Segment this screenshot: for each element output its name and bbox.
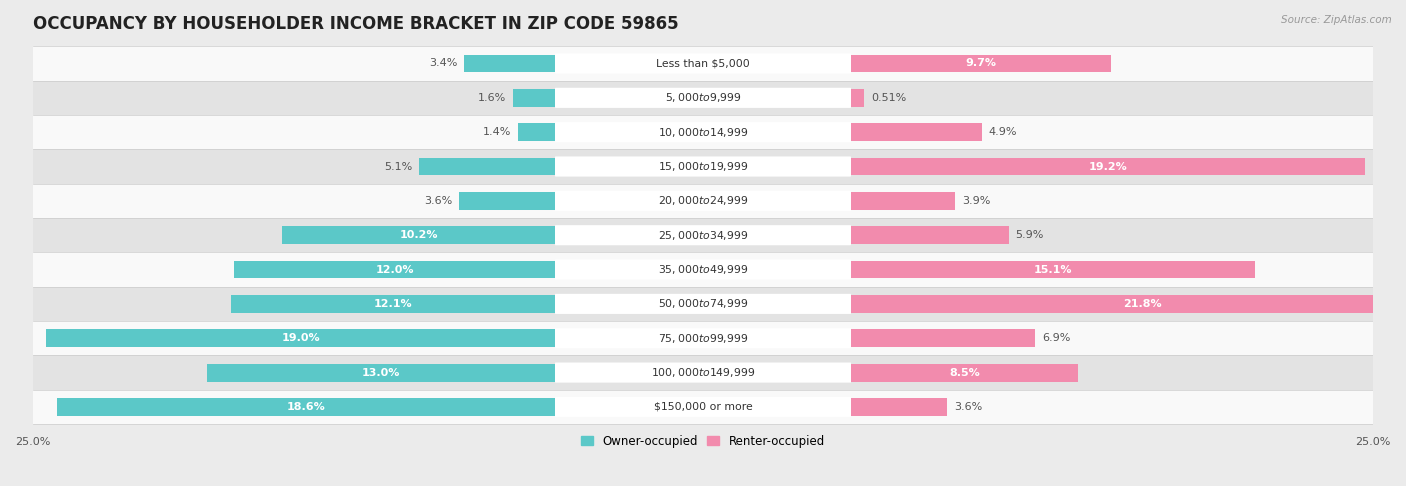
FancyBboxPatch shape xyxy=(555,88,851,108)
Bar xyxy=(851,330,1035,347)
Text: $15,000 to $19,999: $15,000 to $19,999 xyxy=(658,160,748,173)
Text: $50,000 to $74,999: $50,000 to $74,999 xyxy=(658,297,748,311)
Text: $35,000 to $49,999: $35,000 to $49,999 xyxy=(658,263,748,276)
Bar xyxy=(32,321,1374,355)
Bar xyxy=(207,364,555,382)
Bar xyxy=(32,46,1374,81)
Text: $100,000 to $149,999: $100,000 to $149,999 xyxy=(651,366,755,379)
Text: 3.4%: 3.4% xyxy=(429,58,458,69)
Bar xyxy=(32,287,1374,321)
Bar xyxy=(851,157,1365,175)
Text: $5,000 to $9,999: $5,000 to $9,999 xyxy=(665,91,741,104)
Bar xyxy=(851,398,948,416)
Text: 9.7%: 9.7% xyxy=(965,58,995,69)
Legend: Owner-occupied, Renter-occupied: Owner-occupied, Renter-occupied xyxy=(576,430,830,452)
Text: $150,000 or more: $150,000 or more xyxy=(654,402,752,412)
Text: $75,000 to $99,999: $75,000 to $99,999 xyxy=(658,332,748,345)
FancyBboxPatch shape xyxy=(555,363,851,382)
Text: $20,000 to $24,999: $20,000 to $24,999 xyxy=(658,194,748,208)
Text: 19.0%: 19.0% xyxy=(281,333,321,343)
Bar xyxy=(32,81,1374,115)
FancyBboxPatch shape xyxy=(555,191,851,211)
FancyBboxPatch shape xyxy=(555,260,851,279)
Text: 1.4%: 1.4% xyxy=(482,127,512,137)
Bar xyxy=(32,252,1374,287)
Bar xyxy=(851,89,865,107)
Text: 3.6%: 3.6% xyxy=(953,402,981,412)
Text: 12.1%: 12.1% xyxy=(374,299,412,309)
Text: Source: ZipAtlas.com: Source: ZipAtlas.com xyxy=(1281,15,1392,25)
Bar xyxy=(851,295,1406,313)
Text: $25,000 to $34,999: $25,000 to $34,999 xyxy=(658,229,748,242)
Text: 15.1%: 15.1% xyxy=(1033,264,1073,275)
Bar xyxy=(231,295,555,313)
Text: 10.2%: 10.2% xyxy=(399,230,439,240)
Text: 6.9%: 6.9% xyxy=(1042,333,1070,343)
FancyBboxPatch shape xyxy=(555,328,851,348)
Bar xyxy=(464,54,555,72)
Bar xyxy=(517,123,555,141)
Text: OCCUPANCY BY HOUSEHOLDER INCOME BRACKET IN ZIP CODE 59865: OCCUPANCY BY HOUSEHOLDER INCOME BRACKET … xyxy=(32,15,678,33)
Text: $10,000 to $14,999: $10,000 to $14,999 xyxy=(658,126,748,139)
Text: 8.5%: 8.5% xyxy=(949,367,980,378)
Text: Less than $5,000: Less than $5,000 xyxy=(657,58,749,69)
Text: 3.9%: 3.9% xyxy=(962,196,990,206)
Bar xyxy=(32,218,1374,252)
Text: 5.1%: 5.1% xyxy=(384,161,412,172)
Bar xyxy=(458,192,555,210)
FancyBboxPatch shape xyxy=(555,156,851,176)
Text: 18.6%: 18.6% xyxy=(287,402,326,412)
Bar xyxy=(419,157,555,175)
Text: 4.9%: 4.9% xyxy=(988,127,1017,137)
Bar xyxy=(56,398,555,416)
Bar xyxy=(233,260,555,278)
Bar xyxy=(851,226,1008,244)
FancyBboxPatch shape xyxy=(555,53,851,73)
Bar xyxy=(851,123,981,141)
Text: 13.0%: 13.0% xyxy=(363,367,401,378)
FancyBboxPatch shape xyxy=(555,397,851,417)
Bar xyxy=(851,54,1111,72)
Text: 5.9%: 5.9% xyxy=(1015,230,1043,240)
Bar xyxy=(32,184,1374,218)
Text: 3.6%: 3.6% xyxy=(425,196,453,206)
Bar xyxy=(851,260,1256,278)
Bar xyxy=(32,149,1374,184)
Text: 1.6%: 1.6% xyxy=(478,93,506,103)
Text: 0.51%: 0.51% xyxy=(870,93,905,103)
FancyBboxPatch shape xyxy=(555,294,851,314)
Bar xyxy=(513,89,555,107)
Bar xyxy=(32,115,1374,149)
Bar xyxy=(32,355,1374,390)
Text: 12.0%: 12.0% xyxy=(375,264,413,275)
Bar xyxy=(46,330,555,347)
Bar xyxy=(283,226,555,244)
Bar xyxy=(32,390,1374,424)
Bar xyxy=(851,364,1078,382)
FancyBboxPatch shape xyxy=(555,122,851,142)
FancyBboxPatch shape xyxy=(555,225,851,245)
Bar xyxy=(851,192,955,210)
Text: 21.8%: 21.8% xyxy=(1123,299,1161,309)
Text: 19.2%: 19.2% xyxy=(1088,161,1128,172)
